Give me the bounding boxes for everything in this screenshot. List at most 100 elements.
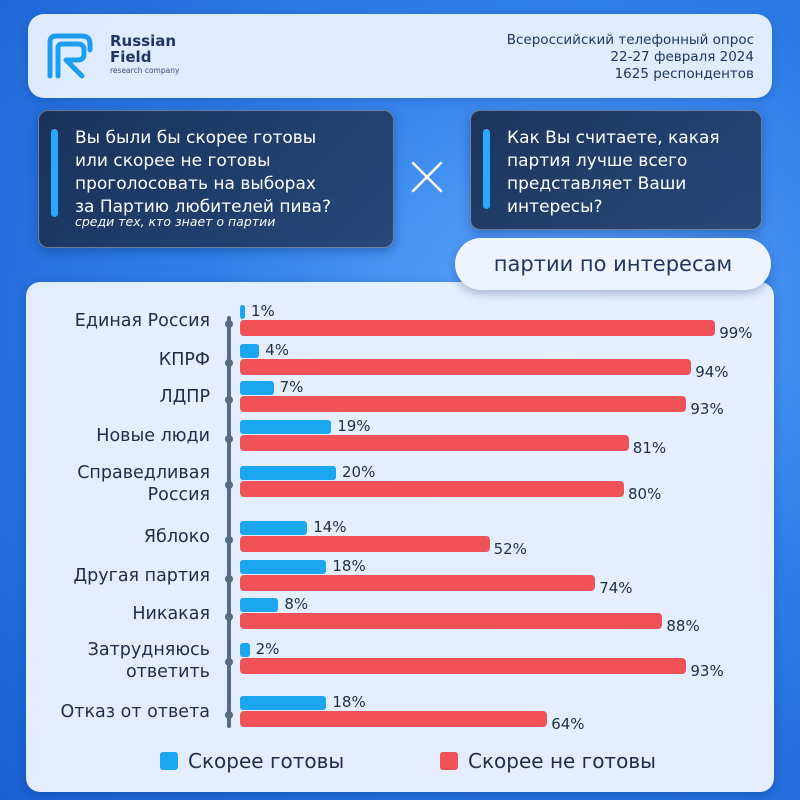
category-label: Единая Россия [10, 310, 210, 332]
value-label-ready: 18% [332, 693, 366, 711]
question-right-line: партия лучше всего [507, 151, 688, 171]
value-label-not-ready: 52% [493, 540, 527, 558]
value-label-ready: 2% [255, 640, 280, 658]
question-left-line: за Партию любителей пива? [75, 197, 331, 217]
question-right-box: Как Вы считаете, какая партия лучше всег… [470, 110, 762, 230]
value-label-not-ready: 81% [632, 439, 667, 457]
value-label-ready: 14% [313, 518, 347, 536]
brand-line-1: Russian [110, 32, 177, 50]
category-label-line: Единая Россия [74, 311, 210, 331]
brand-text: Russian Field research company [110, 32, 180, 75]
category-label-line: ЛДПР [159, 387, 210, 407]
category-label-line: Россия [147, 485, 210, 505]
bar-not-ready [240, 575, 596, 591]
legend-swatch-ready [160, 752, 178, 770]
category-label-line: Справедливая [77, 463, 210, 483]
category-label-line: Новые люди [96, 426, 210, 446]
category-label-line: Другая партия [73, 566, 210, 586]
bar-not-ready [240, 396, 687, 412]
value-label-not-ready: 88% [666, 617, 700, 635]
axis-dot [225, 481, 233, 489]
value-label-ready: 18% [332, 557, 366, 575]
survey-respondents: 1625 респондентов [614, 66, 754, 82]
bar-ready [240, 420, 332, 434]
question-right-text: Как Вы считаете, какая партия лучше всег… [507, 127, 720, 219]
survey-type: Всероссийский телефонный опрос [506, 32, 754, 48]
survey-info: Всероссийский телефонный опрос 22-27 фев… [507, 32, 754, 83]
category-label-line: КПРФ [158, 350, 210, 370]
bar-ready [240, 696, 327, 710]
section-tag: партии по интересам [455, 238, 771, 290]
question-left-subtitle: среди тех, кто знает о партии [75, 214, 276, 229]
axis-dot [225, 320, 233, 328]
axis-dot [225, 575, 233, 583]
question-left-line: Вы были бы скорее готовы [75, 128, 317, 148]
bar-not-ready [240, 481, 624, 497]
bar-ready [240, 381, 274, 395]
bar-ready [240, 643, 250, 657]
legend-label-not-ready: Скорее не готовы [468, 749, 656, 773]
question-left-text: Вы были бы скорее готовы или скорее не г… [75, 127, 331, 219]
axis-dot [225, 613, 233, 621]
chart-axis [227, 316, 231, 728]
bar-ready [240, 344, 260, 358]
bar-ready [240, 466, 336, 480]
header-bar: Russian Field research company Всероссий… [28, 14, 772, 98]
question-accent-bar [51, 129, 58, 217]
category-label: Яблоко [10, 526, 210, 548]
question-accent-bar [483, 129, 490, 209]
category-label-line: Яблоко [143, 527, 210, 547]
value-label-not-ready: 74% [599, 579, 633, 597]
value-label-not-ready: 93% [690, 400, 724, 418]
question-left-line: или скорее не готовы [75, 151, 271, 171]
value-label-not-ready: 94% [695, 363, 729, 381]
survey-dates: 22-27 февраля 2024 [610, 49, 754, 65]
question-left-line: проголосовать на выборах [75, 174, 316, 194]
value-label-not-ready: 64% [551, 715, 585, 733]
axis-dot [225, 658, 233, 666]
value-label-not-ready: 93% [690, 662, 724, 680]
bar-not-ready [240, 536, 490, 552]
legend-label-ready: Скорее готовы [188, 749, 345, 773]
bar-ready [240, 305, 245, 319]
value-label-ready: 7% [279, 378, 304, 396]
bar-not-ready [240, 658, 687, 674]
value-label-ready: 4% [265, 341, 289, 359]
category-label: КПРФ [10, 349, 210, 371]
question-right-line: представляет Ваши [507, 174, 687, 194]
bar-not-ready [240, 359, 692, 375]
axis-dot [225, 396, 233, 404]
value-label-not-ready: 80% [628, 485, 662, 503]
question-right-line: Как Вы считаете, какая [507, 128, 720, 148]
legend-swatch-not-ready [440, 752, 458, 770]
bar-not-ready [240, 711, 548, 727]
axis-dot [225, 435, 233, 443]
brand-line-2: Field [110, 47, 152, 66]
bar-ready [240, 560, 327, 574]
value-label-ready: 19% [337, 417, 371, 435]
axis-dot [225, 359, 233, 367]
value-label-ready: 20% [342, 463, 376, 481]
category-label: Справедливая Россия [10, 462, 210, 506]
bar-not-ready [240, 613, 663, 629]
axis-dot [225, 711, 233, 719]
bar-not-ready [240, 320, 716, 336]
category-label: Отказ от ответа [10, 701, 211, 723]
value-label-ready: 1% [251, 302, 275, 320]
value-label-not-ready: 99% [719, 324, 753, 342]
category-label-line: Отказ от ответа [60, 702, 211, 722]
category-label: Другая партия [10, 565, 210, 587]
russian-field-logo-icon [47, 33, 93, 79]
bar-ready [240, 598, 279, 612]
axis-dot [225, 536, 233, 544]
cross-icon [411, 161, 443, 193]
category-label: Новые люди [10, 425, 210, 447]
category-label: Никакая [10, 603, 210, 625]
value-label-ready: 8% [284, 595, 309, 613]
category-label-line: Затрудняюсь [87, 640, 210, 660]
category-label: Затрудняюсь ответить [10, 639, 210, 683]
category-label-line: ответить [125, 662, 210, 682]
question-right-line: интересы? [507, 197, 603, 217]
category-label: ЛДПР [10, 386, 210, 408]
brand-tagline: research company [110, 65, 180, 75]
